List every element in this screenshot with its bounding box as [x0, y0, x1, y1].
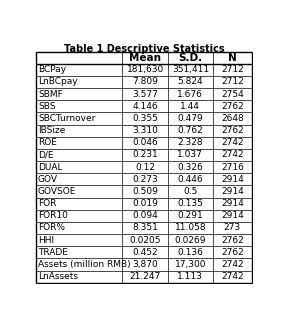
Text: 4.146: 4.146 — [132, 102, 158, 111]
Text: 0.452: 0.452 — [132, 248, 158, 257]
Text: 0.0269: 0.0269 — [175, 236, 206, 245]
Text: 2914: 2914 — [221, 199, 244, 208]
Text: FOR: FOR — [38, 199, 56, 208]
Text: 3.310: 3.310 — [132, 126, 158, 135]
Text: 0.046: 0.046 — [132, 138, 158, 147]
Text: SBMF: SBMF — [38, 90, 63, 99]
Text: LnAssets: LnAssets — [38, 272, 78, 281]
Text: 2648: 2648 — [221, 114, 244, 123]
Text: 21.247: 21.247 — [130, 272, 161, 281]
Text: 0.479: 0.479 — [178, 114, 203, 123]
Text: 2712: 2712 — [221, 65, 244, 74]
Text: 2742: 2742 — [221, 138, 244, 147]
Text: Assets (million RMB): Assets (million RMB) — [38, 260, 131, 269]
Text: 1.113: 1.113 — [177, 272, 203, 281]
Text: 0.5: 0.5 — [183, 187, 198, 196]
Text: SBCTurnover: SBCTurnover — [38, 114, 95, 123]
Text: 2742: 2742 — [221, 151, 244, 160]
Text: S.D.: S.D. — [178, 53, 202, 63]
Text: 2754: 2754 — [221, 90, 244, 99]
Text: HHI: HHI — [38, 236, 54, 245]
Text: GOV: GOV — [38, 175, 58, 184]
Text: 0.509: 0.509 — [132, 187, 158, 196]
Text: 2914: 2914 — [221, 187, 244, 196]
Text: BCPay: BCPay — [38, 65, 66, 74]
Text: FOR10: FOR10 — [38, 211, 68, 220]
Text: 0.0205: 0.0205 — [129, 236, 161, 245]
Text: DUAL: DUAL — [38, 163, 62, 172]
Text: 5.824: 5.824 — [178, 78, 203, 86]
Text: ROE: ROE — [38, 138, 57, 147]
Text: Mean: Mean — [129, 53, 161, 63]
Text: 2742: 2742 — [221, 272, 244, 281]
Text: 1.676: 1.676 — [177, 90, 203, 99]
Text: 0.019: 0.019 — [132, 199, 158, 208]
Text: 2716: 2716 — [221, 163, 244, 172]
Text: D/E: D/E — [38, 151, 53, 160]
Text: LnBCpay: LnBCpay — [38, 78, 78, 86]
Text: 2.328: 2.328 — [178, 138, 203, 147]
Text: 3,870: 3,870 — [132, 260, 158, 269]
Text: 1.037: 1.037 — [177, 151, 203, 160]
Text: FOR%: FOR% — [38, 223, 65, 233]
Text: 1.44: 1.44 — [180, 102, 200, 111]
Text: 0.291: 0.291 — [178, 211, 203, 220]
Text: 17,300: 17,300 — [175, 260, 206, 269]
Text: IBSize: IBSize — [38, 126, 65, 135]
Text: 2762: 2762 — [221, 126, 244, 135]
Text: 2762: 2762 — [221, 248, 244, 257]
Text: 181,630: 181,630 — [126, 65, 164, 74]
Text: 0.446: 0.446 — [178, 175, 203, 184]
Text: 351,411: 351,411 — [172, 65, 209, 74]
Text: 2712: 2712 — [221, 78, 244, 86]
Text: GOVSOE: GOVSOE — [38, 187, 76, 196]
Text: 2762: 2762 — [221, 236, 244, 245]
Text: TRADE: TRADE — [38, 248, 68, 257]
Text: 3.577: 3.577 — [132, 90, 158, 99]
Text: 11.058: 11.058 — [175, 223, 206, 233]
Text: SBS: SBS — [38, 102, 55, 111]
Text: 2914: 2914 — [221, 175, 244, 184]
Text: Table 1 Descriptive Statistics: Table 1 Descriptive Statistics — [64, 44, 224, 55]
Text: 0.136: 0.136 — [177, 248, 203, 257]
Text: 0.355: 0.355 — [132, 114, 158, 123]
Text: 0.326: 0.326 — [178, 163, 203, 172]
Text: 0.231: 0.231 — [132, 151, 158, 160]
Text: 0.12: 0.12 — [135, 163, 155, 172]
Text: 2742: 2742 — [221, 260, 244, 269]
Text: 8.351: 8.351 — [132, 223, 158, 233]
Text: 273: 273 — [224, 223, 241, 233]
Text: 0.094: 0.094 — [132, 211, 158, 220]
Text: 7.809: 7.809 — [132, 78, 158, 86]
Text: N: N — [228, 53, 237, 63]
Text: 0.135: 0.135 — [177, 199, 203, 208]
Text: 0.273: 0.273 — [132, 175, 158, 184]
Text: 2762: 2762 — [221, 102, 244, 111]
Text: 2914: 2914 — [221, 211, 244, 220]
Text: 0.762: 0.762 — [178, 126, 203, 135]
